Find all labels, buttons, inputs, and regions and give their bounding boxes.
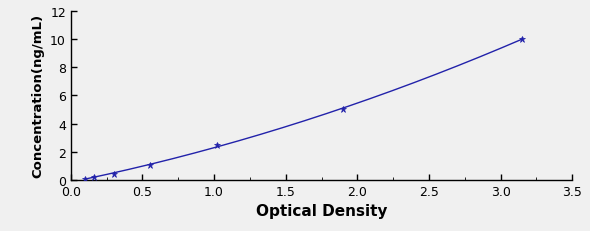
X-axis label: Optical Density: Optical Density — [256, 204, 387, 219]
Y-axis label: Concentration(ng/mL): Concentration(ng/mL) — [31, 14, 44, 178]
